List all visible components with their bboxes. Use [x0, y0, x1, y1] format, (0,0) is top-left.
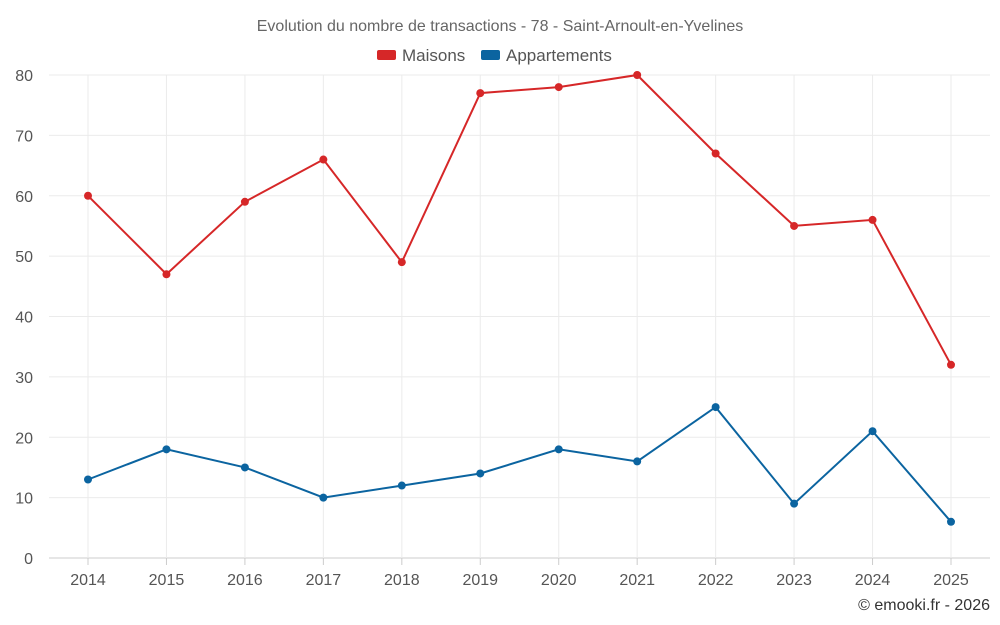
data-point-appartements[interactable]: [476, 469, 485, 478]
series-line-maisons: [87, 73, 952, 366]
x-tick-label: 2016: [227, 572, 263, 589]
data-point-appartements[interactable]: [554, 445, 563, 454]
data-point-maisons[interactable]: [397, 258, 406, 267]
data-point-maisons[interactable]: [240, 197, 249, 206]
y-tick-label: 50: [15, 249, 33, 266]
data-point-maisons[interactable]: [84, 191, 92, 200]
x-tick-label: 2025: [933, 572, 969, 589]
x-tick-label: 2021: [619, 572, 655, 589]
credit-text: © emooki.fr - 2026: [858, 597, 990, 614]
x-tick-label: 2014: [70, 572, 106, 589]
y-tick-label: 60: [15, 189, 33, 206]
series-appartements: [84, 403, 955, 526]
chart-title: Evolution du nombre de transactions - 78…: [257, 18, 743, 35]
data-point-appartements[interactable]: [319, 493, 328, 502]
data-point-maisons[interactable]: [162, 270, 171, 279]
x-tick-label: 2020: [541, 572, 577, 589]
y-tick-label: 80: [15, 68, 33, 85]
series-maisons: [84, 71, 955, 369]
data-point-maisons[interactable]: [868, 215, 877, 224]
data-point-maisons[interactable]: [711, 149, 720, 158]
y-tick-label: 70: [15, 128, 33, 145]
legend-label-maisons: Maisons: [402, 46, 465, 65]
legend-item-appartements[interactable]: Appartements: [481, 46, 612, 65]
x-tick-label: 2024: [855, 572, 891, 589]
y-tick-label: 20: [15, 430, 33, 447]
data-point-maisons[interactable]: [633, 71, 642, 79]
y-tick-label: 0: [24, 551, 33, 568]
grid: [49, 74, 990, 559]
data-point-appartements[interactable]: [633, 457, 642, 466]
legend-label-appartements: Appartements: [506, 46, 612, 65]
series-line-appartements: [87, 405, 952, 523]
legend-item-maisons[interactable]: Maisons: [377, 46, 465, 65]
x-tick-label: 2017: [306, 572, 342, 589]
data-point-appartements[interactable]: [397, 481, 406, 490]
x-tick-label: 2023: [776, 572, 812, 589]
data-point-appartements[interactable]: [790, 499, 799, 508]
legend-swatch-maisons: [377, 50, 396, 60]
y-tick-label: 40: [15, 310, 33, 327]
data-point-maisons[interactable]: [790, 221, 799, 230]
y-axis-ticks: 0 10 20 30 40 50 60 70 80: [15, 68, 33, 568]
y-tick-label: 30: [15, 370, 33, 387]
x-tick-label: 2018: [384, 572, 420, 589]
x-tick-label: 2019: [462, 572, 498, 589]
data-point-appartements[interactable]: [868, 427, 877, 436]
legend-swatch-appartements: [481, 50, 500, 60]
data-point-appartements[interactable]: [84, 475, 92, 484]
x-axis-ticks: 2014 2015 2016 2017 2018 2019 2020 2021 2022 2023…: [70, 558, 969, 589]
legend: Maisons Appartements: [377, 46, 612, 65]
data-point-maisons[interactable]: [319, 155, 328, 164]
data-point-maisons[interactable]: [947, 360, 955, 369]
x-tick-label: 2022: [698, 572, 734, 589]
data-point-appartements[interactable]: [947, 517, 955, 526]
data-point-appartements[interactable]: [711, 403, 720, 412]
y-tick-label: 10: [15, 491, 33, 508]
data-point-appartements[interactable]: [162, 445, 171, 454]
data-point-maisons[interactable]: [554, 83, 563, 92]
series-layer: [84, 71, 955, 526]
data-point-appartements[interactable]: [240, 463, 249, 472]
x-tick-label: 2015: [149, 572, 185, 589]
data-point-maisons[interactable]: [476, 89, 485, 98]
